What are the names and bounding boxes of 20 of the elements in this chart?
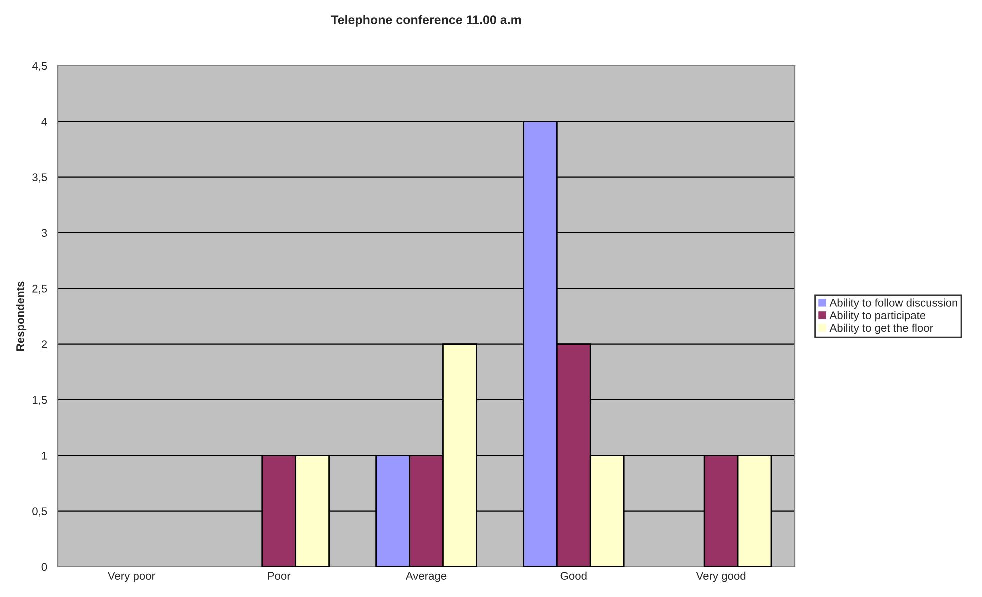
y-tick-label: 0: [42, 563, 48, 572]
legend-label: Ability to follow discussion: [830, 298, 958, 310]
x-tick-label: Average: [406, 572, 447, 582]
y-tick-label: 2,5: [32, 284, 48, 294]
y-tick-label: 2: [42, 340, 48, 348]
x-tick-label: Very poor: [108, 572, 156, 582]
y-tick-label: 4: [42, 118, 48, 126]
legend-label: Ability to get the floor: [830, 324, 934, 334]
legend-label: Ability to participate: [830, 311, 926, 322]
x-tick-label: Good: [560, 572, 587, 580]
y-tick-label: 4,5: [32, 62, 48, 72]
y-tick-label: 3: [42, 229, 48, 238]
y-tick-label: 3,5: [32, 174, 48, 183]
x-tick-label: Poor: [268, 572, 291, 580]
chart-title: Telephone conference 11.00 a.m: [331, 15, 522, 27]
y-tick-label: 0,5: [32, 508, 48, 517]
y-tick-label: 1,5: [32, 396, 48, 406]
x-tick-label: Very good: [696, 572, 746, 582]
y-tick-label: 1: [42, 452, 48, 460]
y-axis-title: Respondents: [16, 282, 27, 351]
